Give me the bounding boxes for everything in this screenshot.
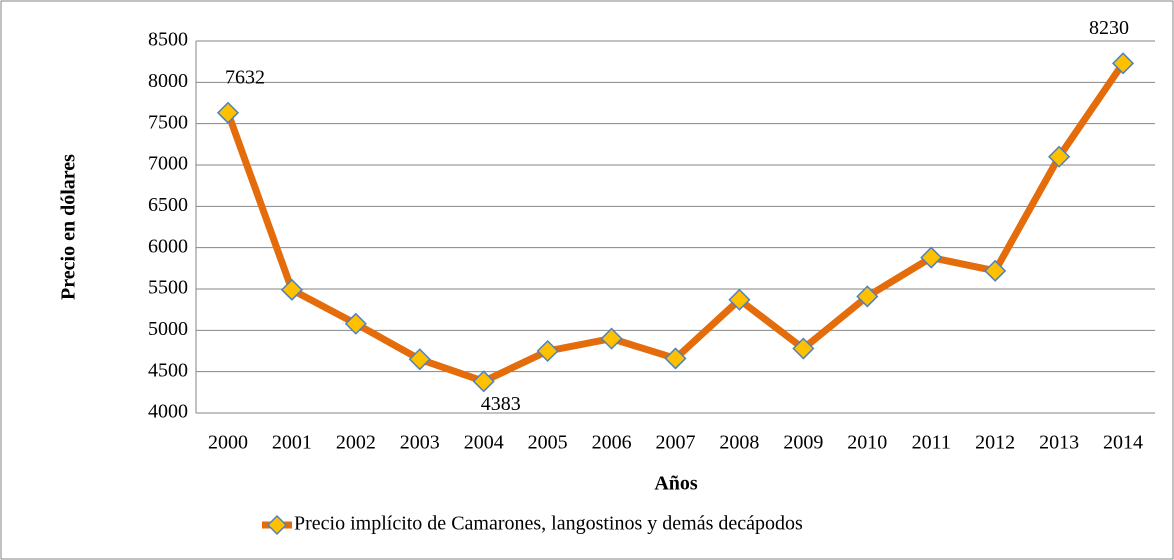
- y-tick-label: 8500: [148, 29, 188, 51]
- data-label: 7632: [225, 66, 265, 88]
- y-tick-label: 8000: [148, 70, 188, 92]
- data-point: [856, 285, 879, 308]
- data-point: [344, 312, 367, 335]
- y-axis-title: Precio en dólares: [58, 154, 80, 300]
- x-tick-label: 2013: [1039, 432, 1079, 454]
- legend-marker: [266, 514, 288, 536]
- y-tick-label: 4000: [148, 401, 188, 423]
- data-label: 8230: [1089, 17, 1129, 39]
- y-tick-label: 4500: [148, 359, 188, 381]
- x-tick-label: 2000: [208, 432, 248, 454]
- x-tick-label: 2014: [1103, 432, 1143, 454]
- x-tick-label: 2007: [656, 432, 696, 454]
- x-tick-label: 2009: [783, 432, 823, 454]
- x-tick-label: 2001: [272, 432, 312, 454]
- legend-label: Precio implícito de Camarones, langostin…: [294, 513, 803, 535]
- data-point: [280, 278, 303, 301]
- x-tick-label: 2011: [912, 432, 951, 454]
- data-point: [664, 347, 687, 370]
- data-point: [1111, 52, 1135, 75]
- data-point: [984, 259, 1007, 282]
- x-tick-label: 2006: [592, 432, 632, 454]
- y-tick-label: 7500: [148, 111, 188, 133]
- y-tick-label: 5500: [148, 277, 188, 299]
- data-point: [216, 101, 240, 124]
- x-tick-label: 2002: [336, 432, 376, 454]
- x-tick-label: 2005: [528, 432, 568, 454]
- x-tick-label: 2012: [975, 432, 1015, 454]
- data-point: [792, 337, 815, 360]
- data-label: 4383: [481, 393, 521, 415]
- x-tick-label: 2004: [464, 432, 504, 454]
- y-tick-label: 5000: [148, 318, 188, 340]
- x-tick-label: 2008: [719, 432, 759, 454]
- data-point: [600, 327, 623, 350]
- data-point: [472, 370, 495, 393]
- data-point: [536, 339, 559, 363]
- x-tick-label: 2010: [847, 432, 887, 454]
- y-tick-label: 6000: [148, 235, 188, 257]
- data-point: [408, 348, 431, 371]
- x-axis-title: Años: [654, 473, 698, 495]
- x-tick-label: 2003: [400, 432, 440, 454]
- y-tick-label: 6500: [148, 194, 188, 216]
- y-tick-label: 7000: [148, 153, 188, 175]
- data-point: [920, 246, 943, 269]
- data-point: [728, 288, 751, 311]
- data-point: [1048, 145, 1071, 168]
